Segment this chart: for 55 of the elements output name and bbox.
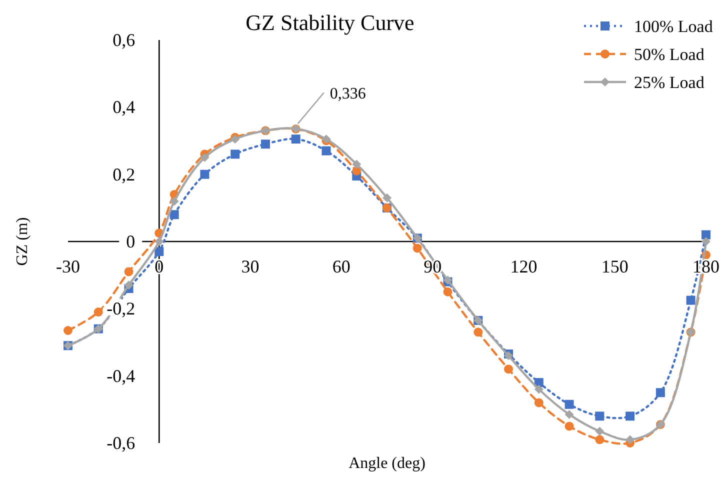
x-tick-label: 150 [601, 256, 628, 276]
point [412, 244, 422, 253]
point [595, 412, 604, 421]
point [595, 435, 604, 444]
point [124, 280, 134, 290]
x-tick-label: 30 [241, 256, 260, 276]
y-tick-label: -0,2 [106, 298, 136, 319]
point [260, 140, 270, 149]
point [200, 170, 210, 179]
point [382, 193, 392, 202]
x-tick-label: 180 [692, 256, 720, 276]
legend-label: 100% Load [634, 17, 714, 36]
x-tick-label: -30 [56, 256, 80, 276]
point [534, 398, 544, 408]
y-tick-label: 0 [126, 232, 136, 252]
x-axis-title: Angle (deg) [348, 455, 426, 472]
point [686, 296, 696, 305]
point [564, 400, 574, 409]
point [702, 230, 710, 240]
y-tick-label: 0,6 [112, 30, 136, 50]
point [626, 435, 635, 444]
point [230, 150, 240, 159]
x-tick-label: 60 [332, 256, 350, 276]
point [626, 412, 635, 421]
point [474, 328, 483, 337]
point [504, 364, 514, 374]
point [595, 426, 604, 436]
point [564, 422, 574, 431]
y-axis-title: GZ (m) [14, 217, 31, 266]
y-tick-label: -0,6 [106, 433, 136, 453]
point [64, 326, 72, 335]
point [170, 196, 179, 206]
point [291, 134, 300, 144]
point [154, 247, 164, 256]
point [534, 384, 544, 394]
point [154, 237, 164, 246]
point [443, 287, 452, 296]
legend-label: 50% Load [634, 45, 705, 64]
x-tick-label: 90 [424, 256, 442, 276]
chart-title: GZ Stability Curve [246, 10, 414, 35]
point [702, 237, 710, 246]
point [564, 410, 574, 419]
y-tick-label: 0,2 [112, 164, 136, 184]
legend-label: 25% Load [634, 73, 705, 92]
point [94, 308, 103, 317]
y-tick-label: 0,4 [112, 97, 136, 118]
point [200, 153, 210, 162]
x-tick-label: 120 [510, 256, 538, 276]
point [170, 210, 179, 220]
point [124, 267, 134, 276]
point [322, 146, 331, 156]
point [352, 160, 362, 169]
annotation: 0,336 [330, 86, 366, 103]
y-tick-label: -0,4 [106, 366, 136, 386]
point [656, 388, 665, 398]
